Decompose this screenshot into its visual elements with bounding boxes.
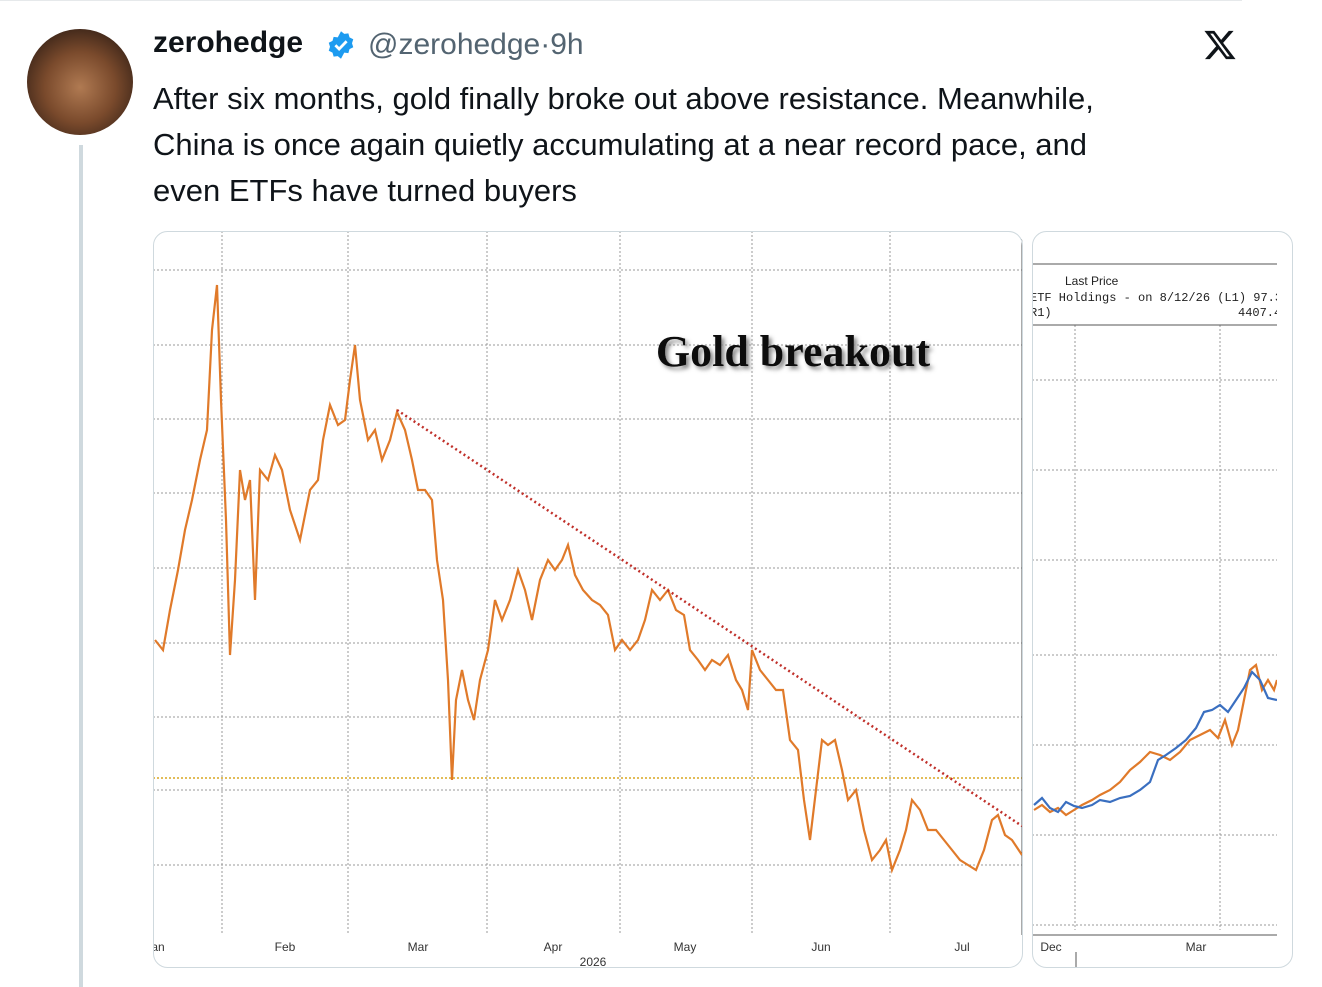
year-label: 2026 bbox=[580, 955, 607, 969]
annotation: Gold breakout bbox=[656, 327, 931, 376]
author-handle[interactable]: @zerohedge bbox=[368, 28, 541, 61]
x-label: Mar bbox=[1186, 940, 1207, 954]
image-border bbox=[1032, 231, 1293, 968]
x-axis-labels: an Feb Mar Apr May Jun Jul 2026 bbox=[151, 940, 970, 969]
verified-badge bbox=[328, 31, 354, 59]
timestamp[interactable]: 9h bbox=[550, 28, 584, 61]
grid bbox=[153, 231, 1022, 935]
author-name[interactable]: zerohedge bbox=[153, 26, 304, 59]
divider bbox=[0, 0, 1242, 1]
x-label: Jul bbox=[954, 940, 969, 954]
thread-line bbox=[79, 145, 83, 987]
grid bbox=[1032, 325, 1277, 930]
x-label: an bbox=[151, 940, 164, 954]
image-border bbox=[153, 231, 1023, 968]
etf-line bbox=[1033, 670, 1277, 814]
x-axis-labels: Dec Mar bbox=[1040, 940, 1206, 954]
x-label: Dec bbox=[1040, 940, 1061, 954]
x-label: Mar bbox=[408, 940, 429, 954]
legend-row: R1) bbox=[1030, 306, 1052, 320]
x-label: May bbox=[674, 940, 697, 954]
gold-line bbox=[154, 284, 1023, 874]
x-label: Feb bbox=[275, 940, 296, 954]
separator: · bbox=[540, 28, 551, 61]
x-label: Jun bbox=[811, 940, 830, 954]
gold-line bbox=[1033, 663, 1277, 817]
x-label: Apr bbox=[544, 940, 563, 954]
legend-header: Last Price bbox=[1065, 274, 1119, 288]
tweet-text: After six months, gold finally broke out… bbox=[153, 76, 1094, 214]
legend-row: 4407.4 bbox=[1238, 306, 1281, 320]
tweet-text-line: After six months, gold finally broke out… bbox=[153, 81, 1094, 116]
avatar[interactable] bbox=[27, 29, 133, 135]
tweet-text-line: China is once again quietly accumulating… bbox=[153, 127, 1088, 162]
tweet-text-line: even ETFs have turned buyers bbox=[153, 173, 577, 208]
image-etf[interactable]: Last Price ETF Holdings - on 8/12/26 (L1… bbox=[1030, 231, 1296, 968]
legend-row: ETF Holdings - on 8/12/26 (L1) 97.344 bbox=[1030, 291, 1296, 305]
image-gold[interactable]: Gold breakout an Feb Mar Apr May Jun Jul… bbox=[151, 231, 1023, 969]
trend-line bbox=[396, 408, 1023, 828]
x-logo[interactable] bbox=[1203, 28, 1237, 62]
author-meta: @zerohedge·9h bbox=[368, 28, 584, 62]
